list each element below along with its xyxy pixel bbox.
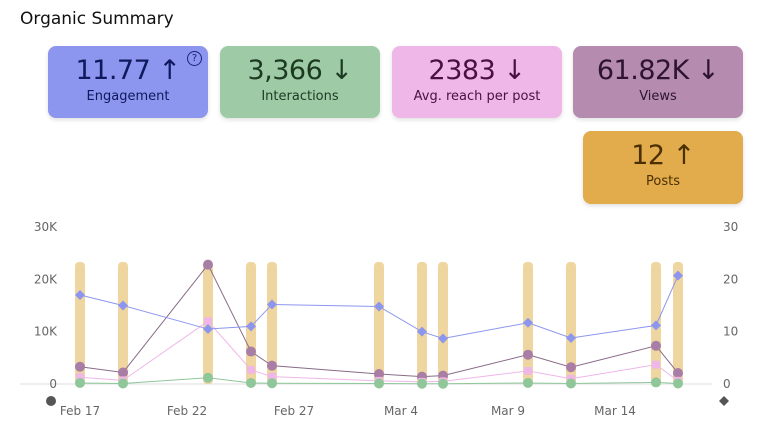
engagement-point[interactable] <box>246 321 256 332</box>
posts-bar[interactable] <box>75 262 85 384</box>
metric-value: 2383 ↓ <box>428 55 526 86</box>
posts-bar[interactable] <box>118 262 128 384</box>
metric-label: Avg. reach per post <box>413 89 541 104</box>
page-title: Organic Summary <box>20 9 174 29</box>
x-tick: Feb 22 <box>167 404 207 418</box>
reach-point[interactable] <box>247 365 255 374</box>
views-point[interactable] <box>118 367 128 378</box>
y-left-tick: 0 <box>49 377 57 391</box>
engagement-point[interactable] <box>651 320 661 331</box>
engagement-point[interactable] <box>118 300 128 311</box>
reach-line <box>79 320 679 383</box>
metric-label: Views <box>639 89 677 104</box>
trend-arrow-icon: ↑ <box>672 140 696 171</box>
posts-bar[interactable] <box>417 262 427 384</box>
views-point[interactable] <box>75 361 85 372</box>
engagement-line <box>79 275 679 339</box>
views-point[interactable] <box>673 368 683 379</box>
engagement-point[interactable] <box>267 299 277 310</box>
engagement-point[interactable] <box>75 290 85 301</box>
interactions-point[interactable] <box>246 377 256 388</box>
trend-arrow-icon: ↑ <box>158 55 181 86</box>
views-point[interactable] <box>374 369 384 380</box>
reach-point[interactable] <box>652 360 660 369</box>
trend-arrow-icon: ↓ <box>503 55 526 86</box>
metric-value: 3,366 ↓ <box>247 55 353 86</box>
interactions-point[interactable] <box>673 378 683 389</box>
metric-label: Posts <box>646 174 680 189</box>
metric-card-views[interactable]: 61.82K ↓ Views <box>573 46 743 118</box>
interactions-point[interactable] <box>267 378 277 389</box>
posts-bar[interactable] <box>438 262 448 384</box>
engagement-point[interactable] <box>438 333 448 344</box>
engagement-point[interactable] <box>566 332 576 343</box>
views-point[interactable] <box>246 346 256 357</box>
interactions-point[interactable] <box>118 378 128 389</box>
metric-value: 61.82K ↓ <box>596 55 720 86</box>
x-tick: Mar 4 <box>384 404 418 418</box>
engagement-point[interactable] <box>417 326 427 337</box>
views-point[interactable] <box>267 360 277 371</box>
trend-arrow-icon: ↓ <box>330 55 353 86</box>
y-right-tick: 30 <box>723 220 738 234</box>
help-icon[interactable]: ? <box>187 51 202 66</box>
metric-card-engagement[interactable]: 11.77 ↑ Engagement? <box>48 46 208 118</box>
y-right-tick: 20 <box>723 272 738 286</box>
x-tick: Feb 17 <box>60 404 100 418</box>
x-tick: Feb 27 <box>274 404 314 418</box>
metric-label: Engagement <box>86 89 170 104</box>
posts-bar[interactable] <box>566 262 576 384</box>
interactions-point[interactable] <box>566 378 576 389</box>
interactions-point[interactable] <box>75 377 85 388</box>
views-point[interactable] <box>651 340 661 351</box>
interactions-point[interactable] <box>374 378 384 389</box>
interactions-point[interactable] <box>438 378 448 389</box>
metric-card-interactions[interactable]: 3,366 ↓ Interactions <box>220 46 380 118</box>
interactions-point[interactable] <box>651 377 661 388</box>
reach-point[interactable] <box>204 317 212 326</box>
range-start-handle[interactable] <box>46 396 56 406</box>
y-left-tick: 20K <box>34 272 58 286</box>
engagement-point[interactable] <box>374 301 384 312</box>
engagement-point[interactable] <box>523 317 533 328</box>
metric-card-avg-reach[interactable]: 2383 ↓ Avg. reach per post <box>392 46 562 118</box>
posts-bar[interactable] <box>374 262 384 384</box>
metric-card-posts[interactable]: 12 ↑ Posts <box>583 131 743 204</box>
y-left-tick: 30K <box>34 220 58 234</box>
range-end-handle[interactable] <box>719 396 729 406</box>
interactions-line <box>79 377 679 385</box>
y-right-tick: 10 <box>723 325 738 339</box>
x-tick: Mar 9 <box>491 404 525 418</box>
y-left-tick: 10K <box>34 325 58 339</box>
x-tick: Mar 14 <box>594 404 636 418</box>
engagement-point[interactable] <box>203 324 213 335</box>
metric-value: 11.77 ↑ <box>75 55 181 86</box>
posts-bar[interactable] <box>673 262 683 384</box>
interactions-point[interactable] <box>417 378 427 389</box>
y-right-tick: 0 <box>723 377 731 391</box>
reach-point[interactable] <box>524 366 532 375</box>
views-point[interactable] <box>566 362 576 373</box>
interactions-point[interactable] <box>203 372 213 383</box>
metric-value: 12 ↑ <box>631 140 696 171</box>
metric-label: Interactions <box>261 89 339 104</box>
trend-arrow-icon: ↓ <box>696 55 720 86</box>
posts-bar[interactable] <box>267 262 277 384</box>
interactions-point[interactable] <box>523 377 533 388</box>
views-line <box>79 263 679 378</box>
views-point[interactable] <box>523 349 533 360</box>
engagement-point[interactable] <box>673 270 683 281</box>
views-point[interactable] <box>203 259 213 270</box>
